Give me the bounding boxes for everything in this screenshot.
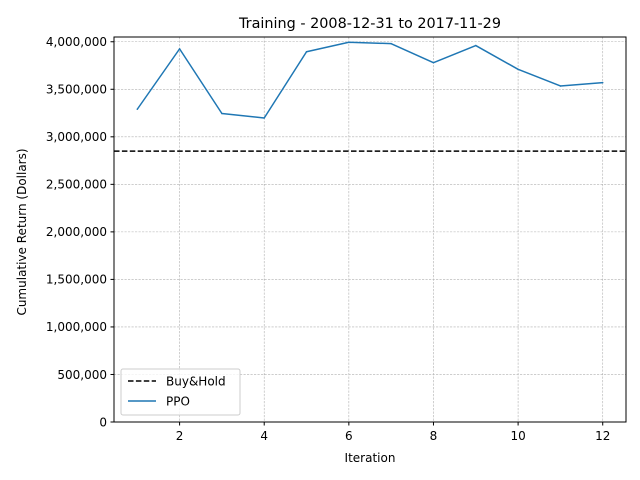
x-tick-label: 10 <box>510 429 525 443</box>
x-tick-label: 4 <box>260 429 268 443</box>
y-tick-label: 2,500,000 <box>46 178 107 192</box>
data-point <box>136 108 139 110</box>
data-point <box>517 68 519 71</box>
x-tick-label: 8 <box>430 429 438 443</box>
data-point <box>178 48 181 50</box>
y-tick-label: 3,500,000 <box>46 83 107 97</box>
data-point <box>559 85 562 87</box>
x-axis-ticks: 2 4 6 8 10 12 <box>176 422 610 443</box>
x-tick-label: 2 <box>176 429 184 443</box>
data-point <box>263 117 265 119</box>
y-tick-label: 2,000,000 <box>46 225 107 239</box>
y-tick-label: 1,000,000 <box>46 320 107 334</box>
y-tick-label: 1,500,000 <box>46 273 107 287</box>
legend-frame <box>120 368 241 416</box>
y-tick-label: 3,000,000 <box>46 130 107 144</box>
data-point <box>601 81 604 84</box>
y-tick-label: 500,000 <box>57 368 107 382</box>
data-point <box>432 61 435 64</box>
y-tick-label: 0 <box>99 415 107 429</box>
y-axis-label: Cumulative Return (Dollars) <box>15 148 29 315</box>
x-axis-label: Iteration <box>345 451 396 465</box>
legend-label-ppo: PPO <box>166 395 190 409</box>
data-point <box>305 50 308 53</box>
data-point <box>475 44 477 47</box>
data-point <box>221 112 223 115</box>
y-tick-label: 4,000,000 <box>46 35 107 49</box>
legend: Buy&Hold PPO <box>120 368 241 416</box>
y-axis-ticks: 0 500,000 1,000,000 1,500,000 2,000,000 2,500… <box>46 35 114 429</box>
grid-lines <box>114 37 626 423</box>
chart-title: Training - 2008-12-31 to 2017-11-29 <box>238 16 501 32</box>
data-point <box>390 42 392 45</box>
legend-label-buy-hold: Buy&Hold <box>166 375 226 389</box>
data-point <box>348 41 350 43</box>
series-line-ppo <box>136 41 603 119</box>
plot-area-frame <box>113 36 627 423</box>
x-tick-label: 12 <box>595 429 610 443</box>
x-tick-label: 6 <box>345 429 353 443</box>
series-lines <box>136 41 604 119</box>
